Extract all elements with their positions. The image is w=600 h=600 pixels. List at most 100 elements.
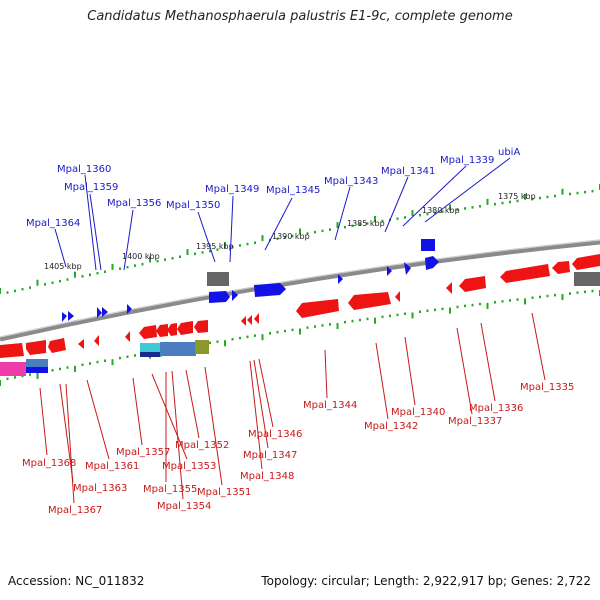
gene-arrow bbox=[94, 335, 99, 346]
gene-label: Mpal_1335 bbox=[520, 382, 574, 393]
forward-genes bbox=[62, 239, 439, 322]
gene-arrow bbox=[78, 339, 84, 349]
ruler-major-tick bbox=[336, 222, 339, 229]
ruler-minor-tick bbox=[329, 323, 331, 326]
ruler-minor-tick bbox=[44, 283, 46, 286]
ruler-inner bbox=[0, 289, 600, 386]
ruler-minor-tick bbox=[441, 210, 444, 213]
gene-arrow bbox=[194, 320, 208, 333]
gene-box-steelblue bbox=[160, 342, 196, 356]
gene-arrow bbox=[395, 291, 400, 302]
ruler-major-tick bbox=[0, 288, 1, 294]
ruler-minor-tick bbox=[119, 267, 121, 270]
ruler-minor-tick bbox=[306, 232, 309, 235]
gene-label: Mpal_1336 bbox=[469, 403, 523, 414]
gene-label: Mpal_1368 bbox=[22, 458, 76, 469]
ruler-major-tick bbox=[374, 317, 376, 324]
ruler-minor-tick bbox=[164, 258, 166, 261]
gene-label: Mpal_1346 bbox=[248, 429, 302, 440]
ruler-major-tick bbox=[449, 307, 451, 314]
tick-label: 1405 kbp bbox=[44, 262, 82, 271]
ruler-minor-tick bbox=[314, 230, 316, 234]
ruler-minor-tick bbox=[209, 249, 211, 253]
gene-arrow bbox=[125, 331, 130, 342]
gene-arrow bbox=[500, 264, 550, 283]
gene-box-olive bbox=[195, 340, 209, 354]
gene-label: Mpal_1343 bbox=[324, 176, 378, 187]
ruler-minor-tick bbox=[254, 241, 256, 244]
ruler-minor-tick bbox=[291, 328, 294, 332]
gene-label: Mpal_1359 bbox=[64, 182, 118, 193]
gene-arrow bbox=[254, 313, 259, 324]
ruler-minor-tick bbox=[321, 324, 324, 327]
ruler-minor-tick bbox=[81, 363, 84, 366]
gene-label: Mpal_1367 bbox=[48, 505, 102, 516]
gene-arrow bbox=[26, 340, 46, 355]
ruler-minor-tick bbox=[396, 217, 399, 220]
gene-label: Mpal_1340 bbox=[391, 407, 445, 418]
ruler-minor-tick bbox=[134, 354, 136, 357]
gene-box-pink bbox=[0, 362, 26, 376]
ruler-minor-tick bbox=[591, 289, 594, 293]
accession-text: Accession: NC_011832 bbox=[8, 574, 145, 588]
tick-label: 1395 kbp bbox=[196, 242, 234, 251]
ruler-minor-tick bbox=[539, 196, 541, 200]
ruler-major-tick bbox=[299, 328, 301, 335]
ruler-minor-tick bbox=[291, 234, 294, 238]
ruler-minor-tick bbox=[426, 212, 429, 216]
ruler-major-tick bbox=[449, 204, 451, 211]
ruler-minor-tick bbox=[276, 237, 279, 240]
gene-arrow bbox=[68, 311, 74, 321]
gene-label: Mpal_1361 bbox=[85, 461, 139, 472]
gene-box-grey bbox=[574, 272, 600, 286]
genome-backbone bbox=[0, 239, 600, 342]
ruler-minor-tick bbox=[546, 195, 549, 199]
ruler-minor-tick bbox=[464, 304, 466, 308]
ruler-minor-tick bbox=[576, 291, 579, 294]
gene-label: Mpal_1337 bbox=[448, 416, 502, 427]
gene-label: ubiA bbox=[498, 147, 520, 158]
ruler-minor-tick bbox=[389, 314, 391, 318]
ruler-minor-tick bbox=[239, 244, 241, 247]
ruler-minor-tick bbox=[231, 338, 234, 341]
ruler-minor-tick bbox=[359, 318, 361, 322]
gene-label: Mpal_1353 bbox=[162, 461, 216, 472]
ruler-minor-tick bbox=[231, 245, 234, 249]
ruler-minor-tick bbox=[284, 329, 286, 333]
ruler-minor-tick bbox=[96, 360, 99, 364]
gene-box-grey bbox=[207, 272, 229, 286]
gene-arrow bbox=[48, 338, 66, 353]
ruler-minor-tick bbox=[501, 201, 504, 205]
gene-arrow bbox=[387, 266, 392, 276]
genome-backbone-highlight bbox=[0, 239, 600, 338]
ruler-minor-tick bbox=[29, 286, 31, 289]
gene-box-navy bbox=[140, 352, 160, 357]
ruler-major-tick bbox=[524, 193, 526, 200]
ruler-minor-tick bbox=[554, 194, 556, 198]
gene-arrow bbox=[296, 299, 339, 318]
gene-box-steelblue bbox=[26, 359, 48, 367]
forward-leader-lines bbox=[54, 157, 511, 271]
ruler-major-tick bbox=[261, 235, 264, 242]
ruler-minor-tick bbox=[344, 225, 346, 229]
gene-arrow bbox=[404, 262, 411, 275]
ruler-minor-tick bbox=[246, 335, 249, 339]
gene-label: Mpal_1344 bbox=[303, 400, 357, 411]
ruler-minor-tick bbox=[51, 281, 54, 284]
gene-label: Mpal_1342 bbox=[364, 421, 418, 432]
gene-arrow bbox=[167, 323, 177, 336]
ruler-minor-tick bbox=[509, 299, 511, 302]
ruler-minor-tick bbox=[419, 213, 421, 217]
ruler-minor-tick bbox=[359, 223, 361, 226]
gene-label: Mpal_1348 bbox=[240, 471, 294, 482]
gene-arrow bbox=[209, 291, 230, 303]
ruler-minor-tick bbox=[404, 216, 406, 219]
ruler-minor-tick bbox=[216, 340, 219, 343]
ruler-major-tick bbox=[524, 298, 526, 305]
ruler-major-tick bbox=[561, 188, 564, 195]
ruler-minor-tick bbox=[6, 377, 9, 381]
ruler-minor-tick bbox=[516, 298, 519, 301]
gene-label: Mpal_1349 bbox=[205, 184, 259, 195]
gene-label: Mpal_1356 bbox=[107, 198, 161, 209]
gene-label: Mpal_1339 bbox=[440, 155, 494, 166]
